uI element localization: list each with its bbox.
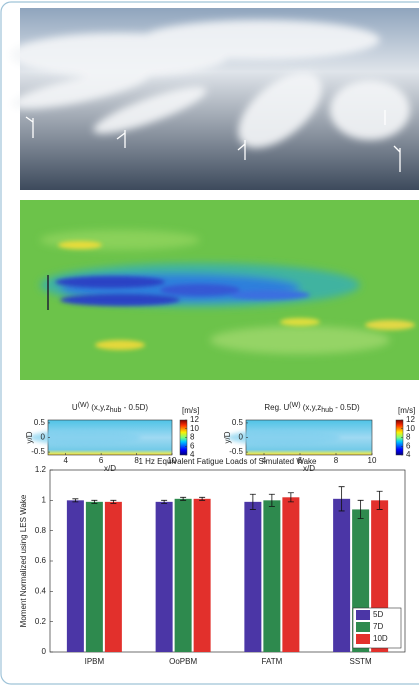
bar [175,499,192,652]
colorbar-tick-label: 6 [406,441,411,450]
y-tick-label: 0.6 [35,556,47,565]
y-tick-label: -0.5 [229,447,243,456]
y-axis-label: Moment Normalized using LES Wake [19,494,28,627]
chart-title: 1 Hz Equivalent Fatigue Loads of Simulat… [138,457,317,466]
y-axis-label: y/D [25,431,34,443]
colorbar-tick-label: 8 [190,433,195,442]
bar [194,499,211,652]
x-tick-label: IPBM [85,657,105,666]
x-tick-label: FATM [262,657,283,666]
y-axis-label: y/D [223,431,232,443]
y-tick-label: 1.2 [35,465,47,474]
bar [333,499,350,652]
y-tick-label: 0.5 [34,418,46,427]
x-tick-label: SSTM [350,657,373,666]
bar [282,497,299,652]
colorbar-tick-label: 8 [406,433,411,442]
bar [244,502,261,652]
colorbar-tick-label: 10 [406,424,415,433]
colorbar-tick-label: 4 [406,450,411,459]
les-wake-field [20,200,419,380]
y-tick-label: 0 [41,433,46,442]
bar [105,502,122,652]
legend-label: 5D [373,610,383,619]
y-tick-label: 1 [42,495,47,504]
bar [67,500,84,652]
contour-title: U(W) (x,y,zhub - 0.5D) [72,402,149,414]
bar [86,502,103,652]
colorbar-label: [m/s] [398,406,415,415]
colorbar-label: [m/s] [182,406,199,415]
y-tick-label: 0 [239,433,244,442]
y-tick-label: 0 [42,647,47,656]
plot-area [50,470,405,652]
wind-farm-photo [9,8,419,190]
legend-label: 7D [373,622,383,631]
figure: U(W) (x,y,zhub - 0.5D) Reg. U(W) (x,y,zh… [0,0,419,687]
contour-title: Reg. U(W) (x,y,zhub - 0.5D) [264,402,360,414]
bar [156,502,173,652]
y-tick-label: 0.4 [35,586,47,595]
colorbar-tick-label: 6 [190,441,195,450]
y-tick-label: 0.5 [232,418,244,427]
legend-swatch [356,634,370,644]
colorbar-tick-label: 12 [406,415,415,424]
legend-swatch [356,610,370,620]
x-tick-label: OoPBM [169,657,197,666]
contour-wake [227,430,340,445]
x-tick-label: 10 [368,456,377,465]
legend-swatch [356,622,370,632]
x-axis-label: x/D [104,464,116,473]
y-tick-label: 0.8 [35,526,47,535]
bar [263,500,280,652]
colorbar-tick-label: 10 [190,424,199,433]
x-tick-label: 8 [334,456,339,465]
legend-label: 10D [373,634,388,643]
y-tick-label: 0.2 [35,617,47,626]
y-tick-label: -0.5 [31,447,45,456]
x-tick-label: 4 [63,456,68,465]
colorbar-tick-label: 12 [190,415,199,424]
contour-wake [29,430,141,445]
